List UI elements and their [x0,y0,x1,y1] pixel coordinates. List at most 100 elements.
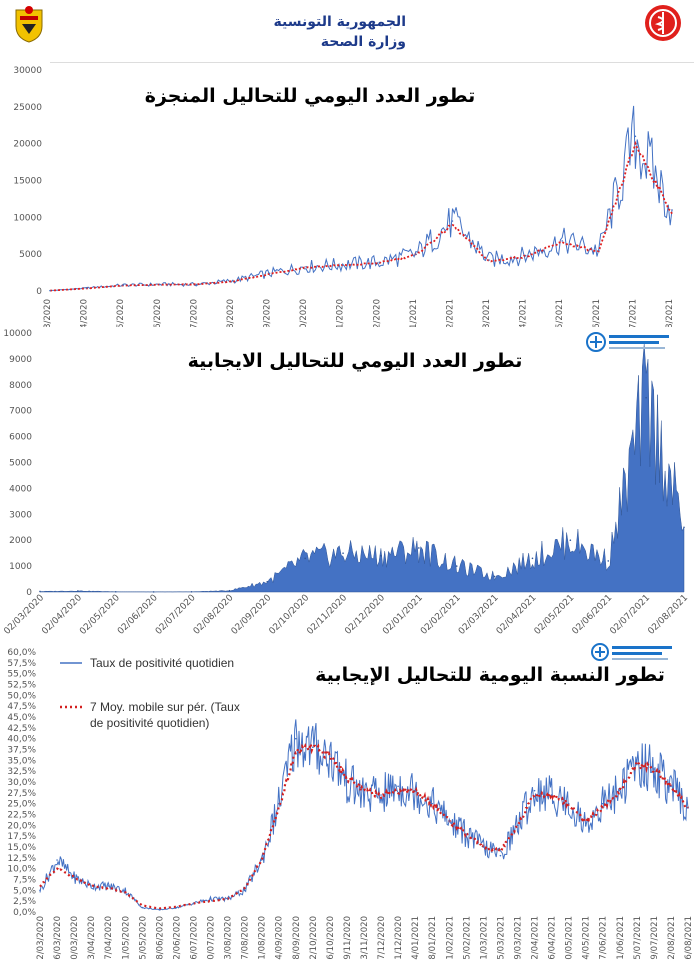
x-tick-label: 10/05/2021 [565,916,575,960]
legend-label-daily: Taux de positivité quotidien [90,656,234,670]
x-tick-label: 01/03/2021 [479,916,489,960]
x-tick-label: 04/01/2021 [411,916,421,960]
data-point [39,590,41,593]
data-point [232,279,234,282]
data-point [584,824,587,827]
country-name: الجمهورية التونسية [273,14,407,30]
y-tick-label: 40,0% [7,735,36,745]
data-point [107,885,110,887]
x-tick-label: 01/06/2021 [592,299,602,327]
data-point [607,560,610,562]
x-tick-label: 21/06/2021 [616,916,626,960]
data-point [601,802,604,805]
data-point [190,590,193,593]
data-point [653,768,655,770]
x-tick-label: 01/02/2021 [445,299,455,327]
data-point [304,557,306,560]
data-point [380,794,382,796]
data-point [418,547,420,549]
data-point [550,794,553,796]
data-point [226,898,229,900]
y-tick-label: 10,0% [7,865,36,875]
x-tick-label: 16/08/2021 [684,916,694,960]
x-tick-label: 16/03/2020 [53,916,63,960]
chart-title: تطور العدد اليومي للتحاليل الايجابية [188,350,523,372]
x-tick-label: 12/10/2020 [309,916,319,960]
x-tick-label: 29/03/2021 [513,916,523,960]
y-tick-label: 0,0% [13,908,36,918]
data-point [124,889,127,892]
daily-positive-area [39,343,685,593]
y-tick-label: 2000 [9,536,32,546]
y-tick-label: 35,0% [7,756,36,766]
x-tick-label: 01/07/2021 [628,299,638,327]
x-tick-label: 27/04/2020 [104,916,114,960]
y-tick-label: 47,5% [7,702,36,712]
y-tick-label: 32,5% [7,767,36,777]
daily-tests-line [49,105,673,292]
y-axis-ticks: 0 1000 2000 3000 4000 5000 6000 7000 8000 9000 100… [3,329,32,598]
x-tick-label: 01/12/2020 [372,299,382,327]
x-tick-label: 07/06/2021 [599,916,609,960]
data-point [598,249,600,252]
y-tick-label: 9000 [9,355,32,365]
daily-tests-points [49,135,673,292]
x-axis-ticks: 02/03/2020 01/04/2020 01/05/2020 01/06/2020… [43,299,675,327]
data-point [192,902,195,905]
data-point [567,802,570,805]
x-tick-label: 01/03/2021 [482,299,492,327]
data-point [312,746,314,749]
y-axis-ticks: 0 5000 10000 15000 20000 25000 30000 [13,66,42,297]
x-tick-label: 25/05/2020 [138,916,148,960]
data-point [380,554,382,557]
legend: Taux de positivité quotidien 7 Moy. mobi… [60,656,243,730]
data-point [524,254,527,257]
x-tick-label: 31/08/2020 [258,916,268,960]
data-point [455,565,458,567]
data-point [56,859,58,861]
x-tick-label: 01/10/2020 [299,299,309,327]
positivity-rate-chart: 0,0%2,5%5,0%7,5%10,0%12,5%15,0%17,5%20,0… [7,643,694,960]
y-tick-label: 20,0% [7,821,36,831]
daily-tests-chart: 0 5000 10000 15000 20000 25000 30000 02/03/202… [13,62,694,327]
data-point [618,789,621,792]
data-point [516,824,519,827]
y-tick-label: 20000 [13,140,42,150]
y-tick-label: 55,0% [7,670,36,680]
y-tick-label: 30000 [13,66,42,76]
data-point [266,580,269,583]
y-tick-label: 42,5% [7,724,36,734]
y-tick-label: 57,5% [7,659,36,669]
y-tick-label: 5000 [9,459,32,469]
ministry-title: الجمهورية التونسية وزارة الصحة [274,12,407,52]
data-point [636,763,638,766]
x-tick-label: 01/04/2021 [519,299,529,327]
y-tick-label: 25,0% [7,800,36,810]
data-point [378,261,381,264]
y-tick-label: 5,0% [13,886,36,896]
y-tick-label: 0 [36,287,42,297]
data-point [39,889,41,892]
data-point [158,909,161,911]
x-tick-label: 08/06/2020 [155,916,165,960]
x-tick-label: 19/07/2021 [650,916,660,960]
y-tick-label: 10000 [3,329,32,339]
data-point [175,906,178,909]
data-point [260,859,263,861]
y-tick-label: 27,5% [7,789,36,799]
data-point [687,807,689,809]
data-point [305,265,307,268]
x-tick-label: 01/02/2021 [445,916,455,960]
data-point [268,272,271,275]
data-point [493,575,496,578]
x-tick-label: 26/10/2020 [326,916,336,960]
positivity-rate-line [39,719,689,911]
data-point [414,789,416,792]
x-tick-label: 03/08/2020 [224,916,234,960]
data-point [122,284,124,286]
data-point [277,802,280,805]
data-point [448,820,451,822]
data-point [141,906,144,909]
page-header: الجمهورية التونسية وزارة الصحة [0,0,694,62]
y-tick-label: 6000 [9,433,32,443]
